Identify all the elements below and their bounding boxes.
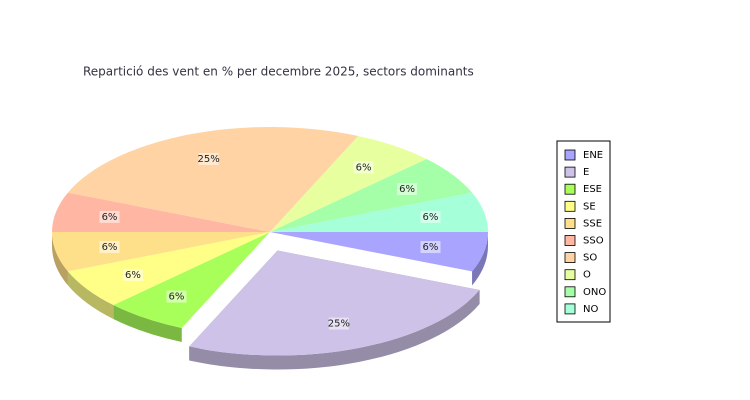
label-bg [99,210,120,223]
slice-side [113,305,182,343]
legend-swatch [564,269,576,281]
label-bg [122,268,143,281]
label-bg [420,210,441,223]
legend-label: NO [583,304,598,315]
legend-swatch [564,200,576,212]
pie-slice [67,127,359,232]
label-bg [328,317,349,330]
legend-swatch [564,217,576,229]
slice-side [472,232,488,286]
label-bg [99,241,120,254]
legend-swatch [564,235,576,246]
value-label: 25% [198,154,220,165]
value-label: 6% [399,184,415,195]
value-label: 6% [102,212,118,223]
label-bg [420,241,441,254]
value-label: 25% [328,319,350,330]
legend-label: SO [583,253,597,264]
legend-swatch [564,286,576,298]
value-label: 6% [356,162,372,173]
value-label: 6% [169,292,185,303]
value-label: 6% [423,242,439,253]
legend-swatch [564,166,576,178]
legend-label: ESE [583,184,602,195]
label-bg [397,183,418,196]
chart-title: Repartició des vent en % per decembre 20… [83,65,474,79]
slice-side [67,271,114,320]
label-bg [198,153,219,166]
legend-swatch [564,252,576,264]
legend-label: SSO [583,236,604,247]
legend-label: ONO [583,287,606,298]
legend-swatch [564,303,576,315]
label-bg [353,161,374,174]
legend-swatch [564,183,576,195]
legend-label: SSE [583,218,602,229]
pie-slice [67,232,270,306]
value-label: 6% [423,212,439,223]
pie-slice [189,250,480,356]
pie-slice [270,158,473,232]
value-label: 6% [102,242,118,253]
legend-label: O [583,270,591,281]
slice-side [189,289,480,370]
label-bg [166,290,187,303]
slice-side [52,232,68,286]
pie-slice [113,232,270,329]
legend-label: E [583,167,589,178]
legend-swatch [564,149,576,161]
pie-slice [270,135,427,232]
legend-label: ENE [583,150,603,161]
legend-label: SE [583,201,596,212]
value-label: 6% [125,270,141,281]
